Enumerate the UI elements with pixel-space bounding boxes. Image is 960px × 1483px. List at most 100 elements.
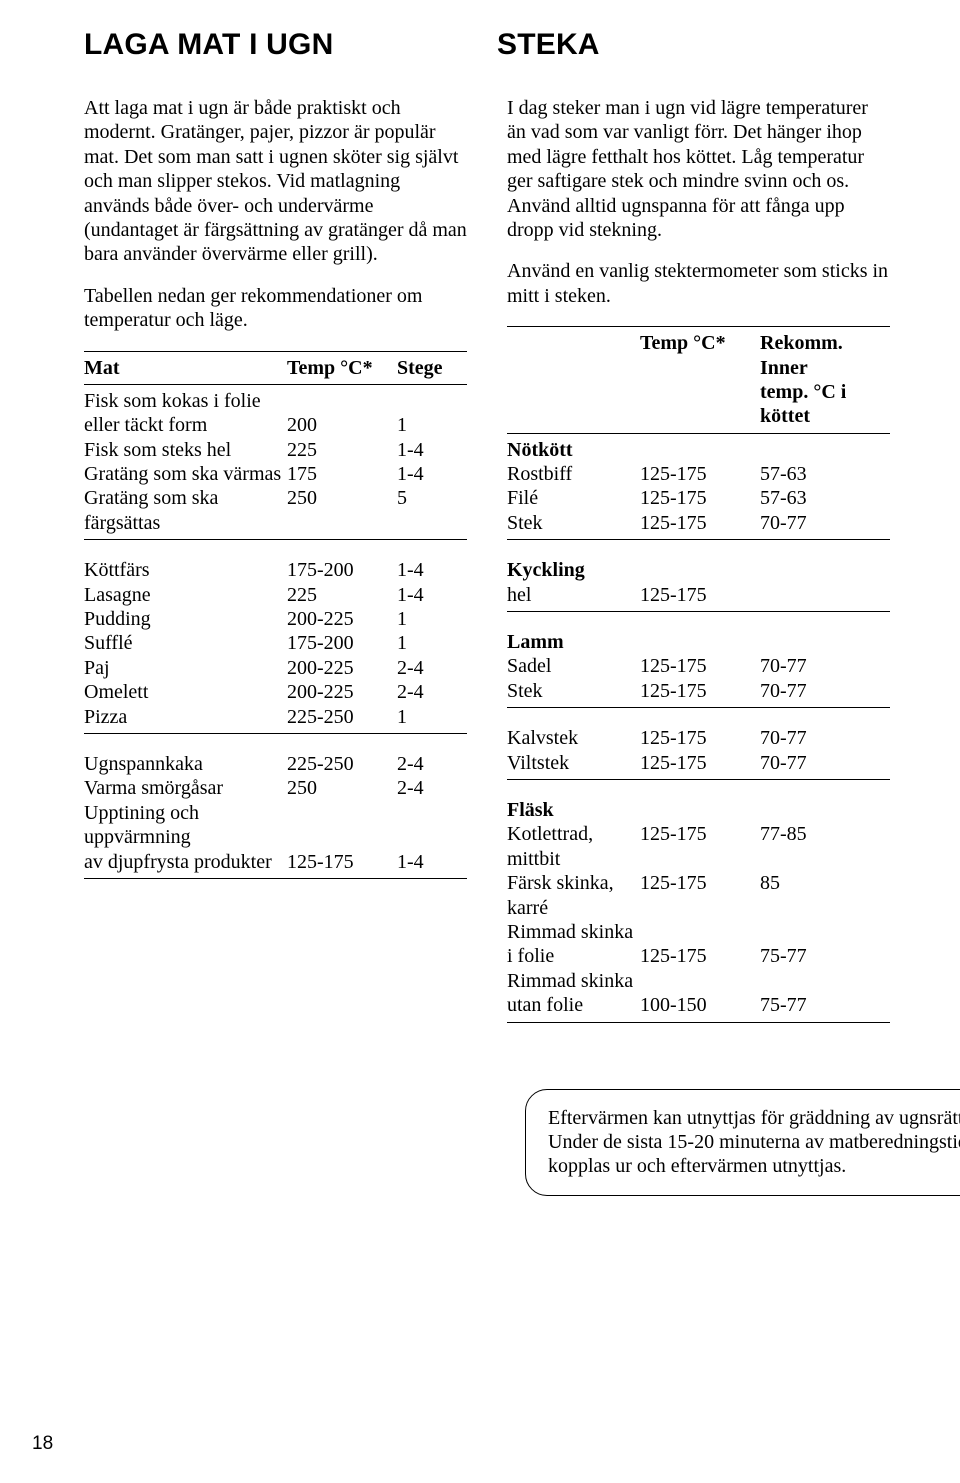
cell-name: Gratäng som ska värmas [84,462,287,486]
cell-name: hel [507,583,640,607]
right-table-header: Temp °C* Rekomm. Inner [507,331,890,380]
cell-stege: 2-4 [397,776,467,800]
section-title-text: Nötkött [507,438,640,462]
col-header-mat: Mat [84,356,287,380]
cell-inner: 70-77 [760,511,890,535]
table-row: Färsk skinka, karré125-17585 [507,871,890,920]
cell-temp: 125-175 [640,654,760,678]
cell-inner: 75-77 [760,944,890,968]
cell-inner [760,969,890,993]
table-row: Rimmad skinka [507,920,890,944]
cell-temp [287,389,397,413]
cell-temp: 125-175 [640,583,760,607]
left-table: Mat Temp °C* Stege Fisk som kokas i foli… [84,333,467,879]
cell-stege: 2-4 [397,656,467,680]
cell-name: Pudding [84,607,287,631]
cell-temp: 225-250 [287,752,397,776]
section-title: Lamm [507,630,890,654]
page-number: 18 [32,1433,53,1455]
cell-inner: 70-77 [760,654,890,678]
cell-name: utan folie [507,993,640,1017]
cell-name: Fisk som kokas i folie [84,389,287,413]
cell-stege: 1-4 [397,438,467,462]
cell-name: Rimmad skinka [507,920,640,944]
tip-box: Eftervärmen kan utnyttjas för gräddning … [525,1089,960,1196]
cell-name: Filé [507,486,640,510]
table-row: Fisk som steks hel2251-4 [84,438,467,462]
cell-name: Upptining och uppvärmning [84,801,287,850]
col-header-inner-1: Rekomm. Inner [760,331,890,380]
heading-left: LAGA MAT I UGN [84,28,477,62]
table-row: eller täckt form2001 [84,413,467,437]
cell-name: Ugnspannkaka [84,752,287,776]
table-row: Lasagne2251-4 [84,583,467,607]
cell-stege: 2-4 [397,752,467,776]
table-row: Upptining och uppvärmning [84,801,467,850]
cell-name: av djupfrysta produkter [84,850,287,874]
cell-name: Kalvstek [507,726,640,750]
col-header-inner-2: temp. °C i köttet [760,380,890,429]
table-row: Paj200-2252-4 [84,656,467,680]
cell-temp: 125-175 [640,679,760,703]
cell-temp: 100-150 [640,993,760,1017]
table-row: i folie125-17575-77 [507,944,890,968]
cell-temp [640,920,760,944]
table-row: Varma smörgåsar2502-4 [84,776,467,800]
cell-stege: 1 [397,705,467,729]
table-row: Fisk som kokas i folie [84,389,467,413]
cell-temp: 125-175 [640,871,760,920]
right-table-header-2: temp. °C i köttet [507,380,890,429]
cell-temp [640,969,760,993]
cell-temp: 175-200 [287,631,397,655]
cell-name: Fisk som steks hel [84,438,287,462]
cell-name: Stek [507,679,640,703]
cell-name: Sufflé [84,631,287,655]
cell-name: Köttfärs [84,558,287,582]
table-row: Pizza225-2501 [84,705,467,729]
section-title-text: Fläsk [507,798,640,822]
section-title-text: Kyckling [507,558,640,582]
cell-stege: 1-4 [397,850,467,874]
left-column: Att laga mat i ugn är både praktiskt och… [84,96,467,1196]
cell-name: Lasagne [84,583,287,607]
section-title: Nötkött [507,438,890,462]
table-row: Rostbiff125-17557-63 [507,462,890,486]
heading-right: STEKA [477,28,890,62]
cell-name: Rimmad skinka [507,969,640,993]
cell-stege: 1-4 [397,583,467,607]
section-title: Fläsk [507,798,890,822]
table-row: Gratäng som ska värmas1751-4 [84,462,467,486]
cell-inner: 57-63 [760,462,890,486]
cell-stege: 1 [397,631,467,655]
table-row: Ugnspannkaka225-2502-4 [84,752,467,776]
cell-temp: 225 [287,438,397,462]
cell-name: Viltstek [507,751,640,775]
cell-temp: 125-175 [640,751,760,775]
table-row: Kotlettrad, mittbit125-17577-85 [507,822,890,871]
section-title-text: Lamm [507,630,640,654]
cell-temp: 125-175 [640,944,760,968]
cell-stege: 1-4 [397,462,467,486]
cell-inner [760,920,890,944]
col-header-temp: Temp °C* [287,356,397,380]
headings-row: LAGA MAT I UGN STEKA [84,28,890,62]
table-row: Sufflé175-2001 [84,631,467,655]
cell-stege: 1 [397,607,467,631]
cell-temp: 125-175 [640,726,760,750]
cell-name: Sadel [507,654,640,678]
table-row: Kalvstek125-17570-77 [507,726,890,750]
cell-name: Färsk skinka, karré [507,871,640,920]
table-row: Pudding200-2251 [84,607,467,631]
table-row: Rimmad skinka [507,969,890,993]
cell-stege: 2-4 [397,680,467,704]
left-para-2: Tabellen nedan ger rekommendationer om t… [84,284,467,333]
cell-name: Stek [507,511,640,535]
cell-name: Omelett [84,680,287,704]
cell-temp: 125-175 [640,486,760,510]
tip-text: Eftervärmen kan utnyttjas för gräddning … [548,1107,960,1178]
cell-temp: 250 [287,776,397,800]
col-header-stege: Stege [397,356,467,380]
right-para-2: Använd en vanlig stektermometer som stic… [507,259,890,308]
cell-inner: 85 [760,871,890,920]
cell-temp: 175 [287,462,397,486]
